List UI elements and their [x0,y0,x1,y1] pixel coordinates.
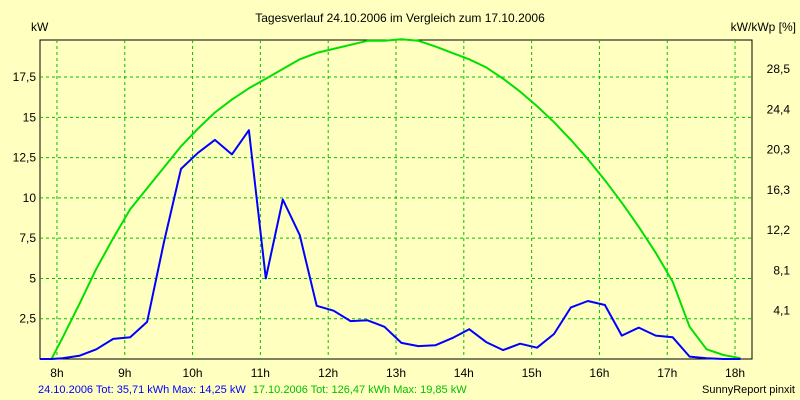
x-tick-label: 11h [251,366,270,380]
x-tick-label: 13h [386,366,406,380]
y-tick-label: 15 [23,110,37,124]
x-tick-label: 10h [183,366,203,380]
series-lines [40,38,741,360]
y-right-tick-label: 20,3 [767,143,791,157]
series-line-24-10-2006 [40,129,741,360]
footer-stats-blue: 24.10.2006 Tot: 35,71 kWh Max: 14,25 kW [38,384,246,396]
footer-stats-green: 17.10.2006 Tot: 126,47 kWh Max: 19,85 kW [253,384,467,396]
y-tick-label: 7,5 [19,231,36,245]
x-tick-label: 14h [454,366,474,380]
y-tick-labels-right: 4,1 8,1 12,2 16,3 20,3 24,4 28,5 [767,62,791,318]
y-tick-label: 17,5 [13,70,37,84]
y-tick-label: 12,5 [13,151,37,165]
x-tick-label: 18h [725,366,745,380]
grid-lines [40,40,752,359]
x-tick-label: 16h [589,366,609,380]
y-right-tick-label: 16,3 [767,183,791,197]
y-axis-label-right: kW/kWp [%] [731,20,796,34]
y-right-tick-label: 12,2 [767,223,791,237]
footer-credit: SunnyReport pinxit [702,384,795,396]
y-tick-labels-left: 2,5 5 7,5 10 12,5 15 17,5 [13,70,37,326]
footer-stats: 24.10.2006 Tot: 35,71 kWh Max: 14,25 kW … [38,384,467,396]
chart-title: Tagesverlauf 24.10.2006 im Vergleich zum… [255,11,545,25]
y-right-tick-label: 8,1 [773,263,790,277]
x-tick-label: 12h [318,366,338,380]
y-right-tick-label: 4,1 [773,304,790,318]
y-right-tick-label: 28,5 [767,62,791,76]
x-tick-label: 9h [118,366,131,380]
series-line-17-10-2006 [40,38,741,360]
x-tick-label: 15h [522,366,542,380]
x-tick-label: 17h [657,366,677,380]
y-tick-label: 2,5 [19,312,36,326]
y-tick-label: 5 [29,271,36,285]
x-tick-labels: 8h 9h 10h 11h 12h 13h 14h 15h 16h 17h 18h [50,366,745,380]
y-tick-label: 10 [23,191,37,205]
x-tick-label: 8h [50,366,63,380]
y-right-tick-label: 24,4 [767,102,791,116]
y-axis-label-left: kW [31,20,49,34]
